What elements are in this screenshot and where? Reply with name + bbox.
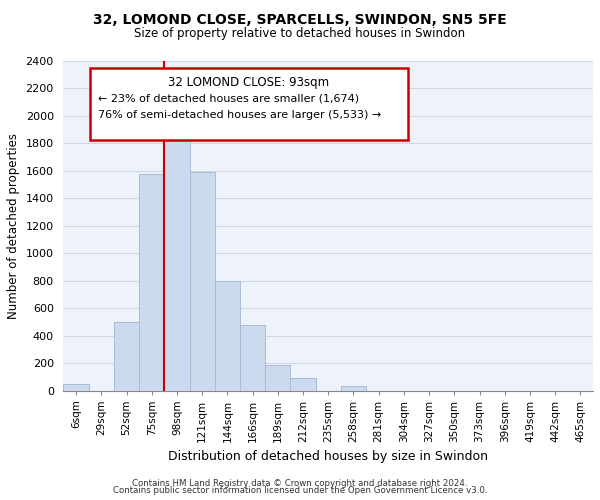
Text: 76% of semi-detached houses are larger (5,533) →: 76% of semi-detached houses are larger (… [98,110,381,120]
Bar [139,174,164,390]
Bar [164,122,190,390]
FancyBboxPatch shape [90,68,408,140]
Bar [240,324,265,390]
Text: Contains public sector information licensed under the Open Government Licence v3: Contains public sector information licen… [113,486,487,495]
Bar [215,280,240,390]
Text: Contains HM Land Registry data © Crown copyright and database right 2024.: Contains HM Land Registry data © Crown c… [132,478,468,488]
Bar [265,365,290,390]
Text: 32 LOMOND CLOSE: 93sqm: 32 LOMOND CLOSE: 93sqm [168,76,329,89]
Text: ← 23% of detached houses are smaller (1,674): ← 23% of detached houses are smaller (1,… [98,93,359,103]
Bar [190,172,215,390]
Bar [64,384,89,390]
Text: 32, LOMOND CLOSE, SPARCELLS, SWINDON, SN5 5FE: 32, LOMOND CLOSE, SPARCELLS, SWINDON, SN… [93,12,507,26]
Bar [341,386,366,390]
Y-axis label: Number of detached properties: Number of detached properties [7,133,20,319]
X-axis label: Distribution of detached houses by size in Swindon: Distribution of detached houses by size … [168,450,488,463]
Bar [290,378,316,390]
Bar [114,322,139,390]
Text: Size of property relative to detached houses in Swindon: Size of property relative to detached ho… [134,28,466,40]
